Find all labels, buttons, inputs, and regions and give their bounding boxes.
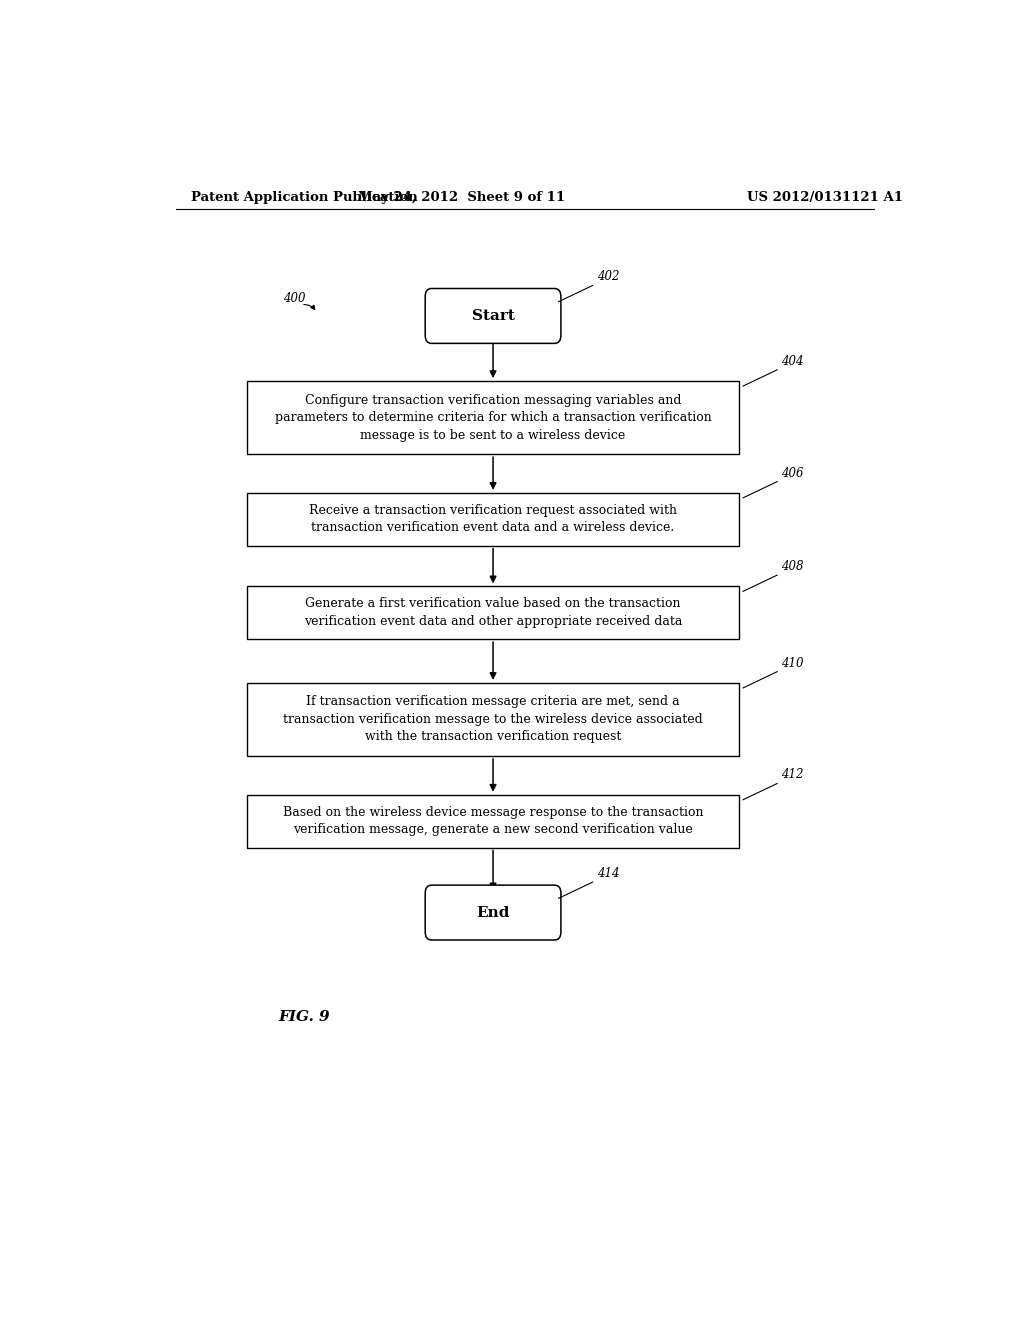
Text: Receive a transaction verification request associated with
transaction verificat: Receive a transaction verification reque…	[309, 504, 677, 535]
Text: Configure transaction verification messaging variables and
parameters to determi: Configure transaction verification messa…	[274, 393, 712, 442]
Text: If transaction verification message criteria are met, send a
transaction verific: If transaction verification message crit…	[284, 696, 702, 743]
Text: 404: 404	[781, 355, 804, 368]
Text: 410: 410	[781, 656, 804, 669]
Text: FIG. 9: FIG. 9	[279, 1010, 331, 1024]
Text: 408: 408	[781, 560, 804, 573]
Text: 400: 400	[283, 292, 305, 305]
Text: Generate a first verification value based on the transaction
verification event : Generate a first verification value base…	[304, 598, 682, 628]
FancyBboxPatch shape	[247, 492, 739, 545]
Text: May 24, 2012  Sheet 9 of 11: May 24, 2012 Sheet 9 of 11	[357, 190, 565, 203]
Text: 402: 402	[597, 271, 620, 284]
Text: Based on the wireless device message response to the transaction
verification me: Based on the wireless device message res…	[283, 805, 703, 837]
FancyBboxPatch shape	[247, 586, 739, 639]
FancyBboxPatch shape	[425, 886, 561, 940]
Text: US 2012/0131121 A1: US 2012/0131121 A1	[748, 190, 903, 203]
Text: Patent Application Publication: Patent Application Publication	[191, 190, 418, 203]
Text: Start: Start	[472, 309, 514, 323]
FancyBboxPatch shape	[247, 795, 739, 847]
Text: 406: 406	[781, 466, 804, 479]
FancyBboxPatch shape	[247, 682, 739, 756]
Text: 412: 412	[781, 768, 804, 781]
FancyBboxPatch shape	[247, 381, 739, 454]
Text: 414: 414	[597, 867, 620, 880]
FancyBboxPatch shape	[425, 289, 561, 343]
Text: End: End	[476, 906, 510, 920]
